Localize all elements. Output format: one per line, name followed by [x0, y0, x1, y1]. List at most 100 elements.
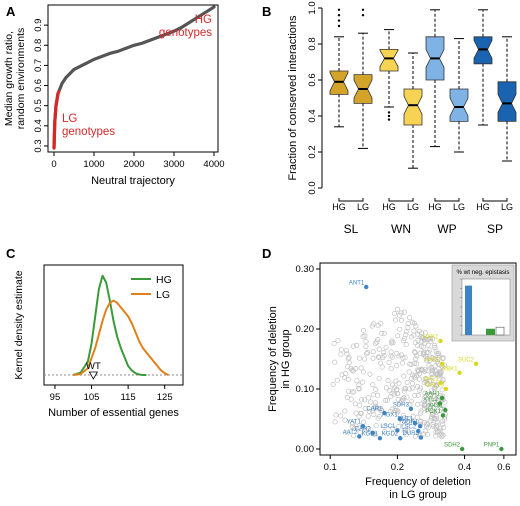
y-tick-label: 0.9	[33, 19, 44, 32]
box-label: HG	[428, 202, 442, 212]
point-LSC2	[416, 428, 421, 434]
background-point	[362, 397, 368, 403]
background-point	[411, 360, 417, 366]
background-point	[422, 330, 428, 336]
background-point	[400, 413, 407, 419]
background-point	[406, 369, 412, 375]
background-point	[379, 364, 385, 370]
point-PCK1	[440, 413, 446, 418]
background-point	[408, 361, 414, 368]
background-point	[349, 389, 355, 395]
background-point	[433, 429, 439, 435]
point-PUT1	[412, 421, 418, 426]
background-point	[432, 342, 438, 348]
background-point	[334, 377, 340, 383]
background-point	[395, 333, 401, 339]
point-label-DUR3: DUR3	[403, 431, 420, 437]
background-point	[437, 426, 443, 432]
group-label: SP	[487, 222, 503, 236]
growth-curve	[52, 5, 216, 150]
inset-bar-green	[486, 328, 495, 335]
background-point	[389, 354, 395, 360]
point-KGD2	[398, 436, 403, 441]
background-point	[342, 375, 348, 381]
x-tick-label: 95	[50, 392, 61, 403]
x-axis-label: Frequency of deletion in LG group	[365, 476, 471, 501]
background-point	[400, 355, 406, 361]
background-point	[401, 309, 407, 315]
background-point	[378, 406, 384, 412]
background-point	[350, 368, 356, 374]
background-point	[404, 379, 410, 386]
x-tick-label: 4000	[203, 159, 224, 170]
background-point	[401, 428, 408, 434]
background-point	[389, 340, 395, 346]
background-point	[381, 349, 387, 356]
background-point	[364, 350, 371, 356]
background-point	[351, 433, 357, 439]
panel-label-C: C	[6, 246, 16, 261]
background-point	[344, 351, 350, 357]
outlier-point	[337, 8, 341, 11]
background-point	[396, 353, 402, 359]
point-CAR2	[370, 430, 375, 435]
background-point	[335, 337, 341, 344]
outlier-point	[361, 14, 365, 17]
box-WP-LG	[449, 88, 469, 122]
point-YAT1	[360, 424, 366, 429]
background-point	[351, 425, 357, 431]
background-point	[375, 337, 381, 343]
y-tick-label: 0.00	[296, 444, 315, 455]
x-tick-label: 2000	[123, 159, 144, 170]
background-point	[388, 366, 394, 372]
background-point	[403, 386, 409, 392]
background-point	[381, 330, 387, 336]
y-tick-label: 0.3	[33, 139, 44, 152]
background-point	[422, 336, 428, 342]
point-GAL1	[438, 380, 444, 386]
point-label-XYL2: XYL2	[423, 397, 438, 403]
point-label-LSC1: LSC1	[380, 424, 396, 430]
point-SUC2	[473, 361, 479, 366]
background-point	[348, 396, 354, 402]
background-point	[361, 369, 367, 375]
point-label-HXK2: HXK2	[425, 357, 441, 363]
background-point	[407, 401, 413, 407]
background-point	[425, 350, 431, 356]
background-point	[385, 377, 391, 384]
background-point	[356, 382, 362, 388]
y-tick-label: 0.30	[296, 264, 315, 275]
background-point	[414, 414, 420, 420]
background-point	[437, 370, 443, 376]
point-label-CAR2: CAR2	[355, 426, 372, 432]
background-point	[433, 381, 439, 387]
background-point	[440, 432, 446, 438]
background-point	[407, 315, 413, 321]
background-point	[427, 391, 433, 397]
point-XYL2	[437, 401, 443, 406]
group-bracket	[434, 198, 460, 202]
background-point	[437, 432, 443, 438]
point-label-AAT2: AAT2	[343, 430, 358, 436]
x-tick-label: 0	[51, 159, 56, 170]
background-point	[397, 326, 403, 332]
outlier-point	[337, 24, 341, 28]
background-point	[423, 423, 430, 429]
background-point	[418, 418, 424, 424]
background-point	[416, 376, 422, 382]
background-point	[383, 385, 389, 391]
wt-marker	[88, 371, 99, 380]
box-label: LG	[501, 202, 513, 212]
background-point	[381, 429, 388, 435]
background-point	[397, 400, 403, 406]
background-point	[401, 388, 407, 394]
background-point	[422, 376, 428, 382]
background-point	[424, 431, 430, 438]
background-point	[394, 363, 400, 369]
box-label: LG	[357, 202, 369, 212]
background-point	[378, 408, 384, 414]
background-point	[332, 359, 338, 365]
background-point	[331, 340, 337, 347]
background-point	[424, 421, 430, 427]
background-point	[349, 367, 355, 373]
